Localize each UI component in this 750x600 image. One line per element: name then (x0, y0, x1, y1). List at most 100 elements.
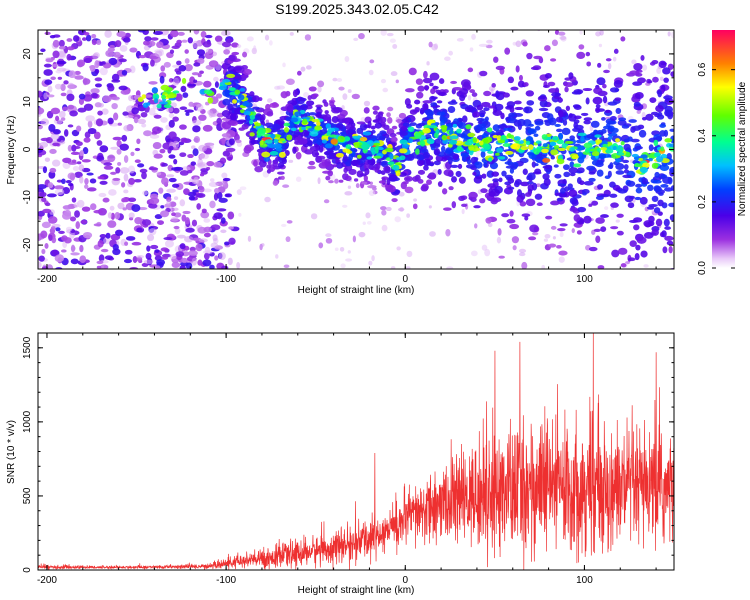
spectrogram-cell (47, 85, 53, 93)
spectrogram-cell (488, 190, 496, 197)
spectrogram-cell (91, 34, 97, 39)
spectrogram-cell (56, 60, 67, 65)
spectrogram-cell (653, 139, 659, 147)
snr-y-ticks: 0 500 1000 1500 (22, 332, 674, 573)
spectrogram-cell (352, 135, 362, 139)
spectrogram-cell (507, 186, 515, 190)
spectrogram-cell (442, 89, 449, 94)
spectrogram-cell (380, 160, 389, 168)
spectrogram-cell (464, 106, 474, 113)
spectrogram-cell (434, 132, 439, 139)
spectrogram-cell (573, 16, 582, 20)
spectrogram-cell (71, 159, 77, 163)
spectrogram-cell (79, 244, 84, 253)
spectrogram-cell (95, 118, 104, 127)
spectrogram-cell (593, 129, 598, 134)
spectrogram-cell (551, 92, 562, 97)
spectrogram-cell (557, 183, 567, 187)
spectrogram-cell (173, 196, 179, 200)
spectrogram-cell (542, 165, 553, 169)
spectrogram-cell (87, 128, 97, 135)
spectrogram-cell (399, 148, 408, 154)
spectrogram-cell (526, 52, 533, 60)
spectrogram-cell (184, 49, 189, 54)
spectrogram-cell (651, 229, 659, 236)
spectrogram-cell (249, 132, 255, 137)
spectrogram-cell (272, 123, 281, 130)
spectrogram-cell (137, 97, 144, 103)
spectrogram-cell (208, 181, 219, 188)
spectrogram-cell (107, 84, 115, 92)
spectrogram-cell (76, 125, 82, 132)
spectrogram-cell (429, 82, 434, 87)
spectrogram-cell (328, 180, 334, 184)
spectrogram-cell (600, 226, 607, 233)
spectrogram-cell (112, 243, 119, 251)
spectrogram-cell (79, 150, 84, 157)
spectrogram-cell (317, 80, 325, 88)
spectrogram-cell (483, 143, 492, 150)
spectrogram-cell (664, 226, 671, 230)
spectrogram-cell (242, 101, 250, 107)
spectrogram-cell (274, 85, 281, 90)
spectrogram-cell (324, 158, 331, 167)
spectrogram-cell (40, 230, 48, 239)
snr-y-tick-label: 1500 (22, 336, 33, 359)
spectrogram-cell (370, 125, 376, 130)
spectrogram-cell (179, 152, 187, 158)
spectrogram-cell (659, 76, 664, 82)
spectrogram-cell (172, 140, 180, 149)
spectrogram-cell (481, 173, 487, 179)
spectrogram-cell (98, 192, 107, 198)
spectrogram-cell (228, 55, 236, 62)
spectrogram-cell (221, 172, 228, 179)
spectrogram-cell (479, 70, 488, 77)
spectrogram-cell (639, 166, 648, 174)
spectrogram-cell (457, 163, 463, 170)
spectrogram-cell (48, 171, 56, 179)
spectrogram-cell (103, 237, 111, 245)
spectrogram-cell (647, 220, 655, 227)
spectrogram-cell (374, 122, 382, 129)
spectrogram-cell (595, 104, 601, 109)
spectrogram-cell (505, 165, 515, 169)
spectrogram-cell (577, 167, 585, 174)
spectrogram-cell (187, 37, 194, 44)
spectrogram-cell (261, 151, 271, 158)
spectrogram-cell (509, 210, 514, 217)
spectrogram-cell (656, 67, 662, 74)
spectrogram-cell (68, 70, 76, 79)
spectrogram-cell (74, 210, 80, 218)
spectrogram-cell (99, 67, 108, 76)
spectrogram-cell (77, 107, 87, 113)
spectrogram-cell (158, 187, 164, 194)
spectrogram-cell (242, 51, 248, 58)
spectrogram-cell (184, 109, 194, 113)
spectrogram-cell (517, 80, 525, 88)
spectrogram-cell (300, 126, 307, 131)
spectrogram-cell (274, 134, 282, 138)
spectrogram-cell (202, 124, 213, 132)
spectrogram-cell (129, 47, 138, 53)
spectrogram-cell (148, 228, 157, 236)
spectrogram-cell (209, 142, 214, 150)
spectrogram-cell (220, 229, 227, 234)
spectrogram-cell (534, 125, 541, 131)
spectrogram-cell (362, 221, 366, 225)
spectrogram-cell (67, 104, 75, 110)
spectrogram-cell (398, 191, 405, 197)
spectrogram-cell (536, 202, 543, 207)
spectrogram-cell (429, 95, 436, 102)
spectrogram-cell (283, 264, 290, 268)
spectrogram-cell (122, 111, 129, 116)
spectrogram-cell (131, 107, 139, 115)
spectrogram-cell (515, 40, 522, 48)
spectrogram-cell (513, 113, 524, 117)
spectrogram-cell (45, 58, 54, 63)
spectrogram-cell (163, 104, 172, 109)
spectrogram-cell (502, 143, 511, 147)
spectrogram-cell (609, 181, 616, 188)
spectrogram-cell (124, 32, 131, 38)
spectrogram-cell (141, 123, 147, 128)
snr-x-tick-label: 100 (576, 575, 593, 586)
